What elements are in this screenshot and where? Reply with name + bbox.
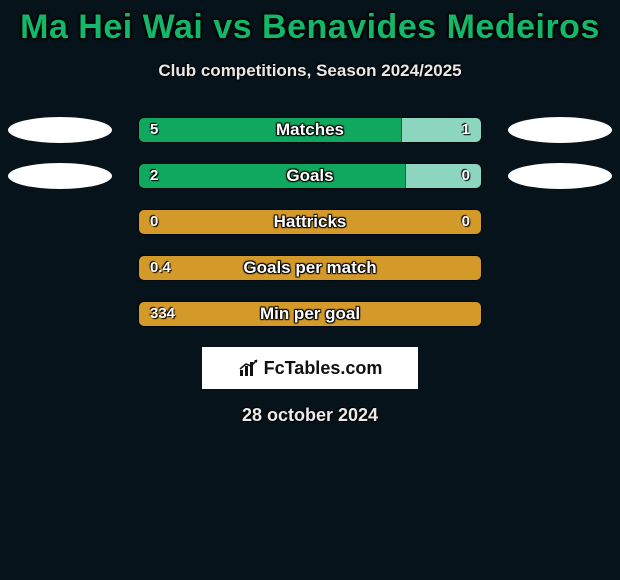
stat-bar — [138, 301, 482, 327]
player-right-marker — [508, 163, 612, 189]
page-title: Ma Hei Wai vs Benavides Medeiros — [0, 0, 620, 47]
page-subtitle: Club competitions, Season 2024/2025 — [0, 61, 620, 81]
chart-icon — [238, 358, 260, 378]
stat-row: Min per goal334 — [0, 301, 620, 327]
bar-segment-full — [139, 302, 481, 326]
bar-segment-left — [139, 118, 402, 142]
bar-segment-left — [139, 164, 406, 188]
stat-bar — [138, 163, 482, 189]
player-left-marker — [8, 117, 112, 143]
bar-segment-full — [139, 256, 481, 280]
bar-segment-right — [406, 164, 481, 188]
stat-bar — [138, 209, 482, 235]
stat-row: Goals20 — [0, 163, 620, 189]
stat-bar — [138, 117, 482, 143]
player-right-marker — [508, 117, 612, 143]
stat-bar — [138, 255, 482, 281]
bar-segment-full — [139, 210, 481, 234]
stats-container: Matches51 Goals20 Hattricks00 Goals per mat… — [0, 117, 620, 327]
stat-row: Goals per match0.4 — [0, 255, 620, 281]
logo-box: FcTables.com — [202, 347, 418, 389]
player-left-marker — [8, 163, 112, 189]
logo-text: FcTables.com — [264, 358, 383, 379]
bar-segment-right — [402, 118, 481, 142]
stat-row: Hattricks00 — [0, 209, 620, 235]
stat-row: Matches51 — [0, 117, 620, 143]
date-label: 28 october 2024 — [0, 405, 620, 426]
